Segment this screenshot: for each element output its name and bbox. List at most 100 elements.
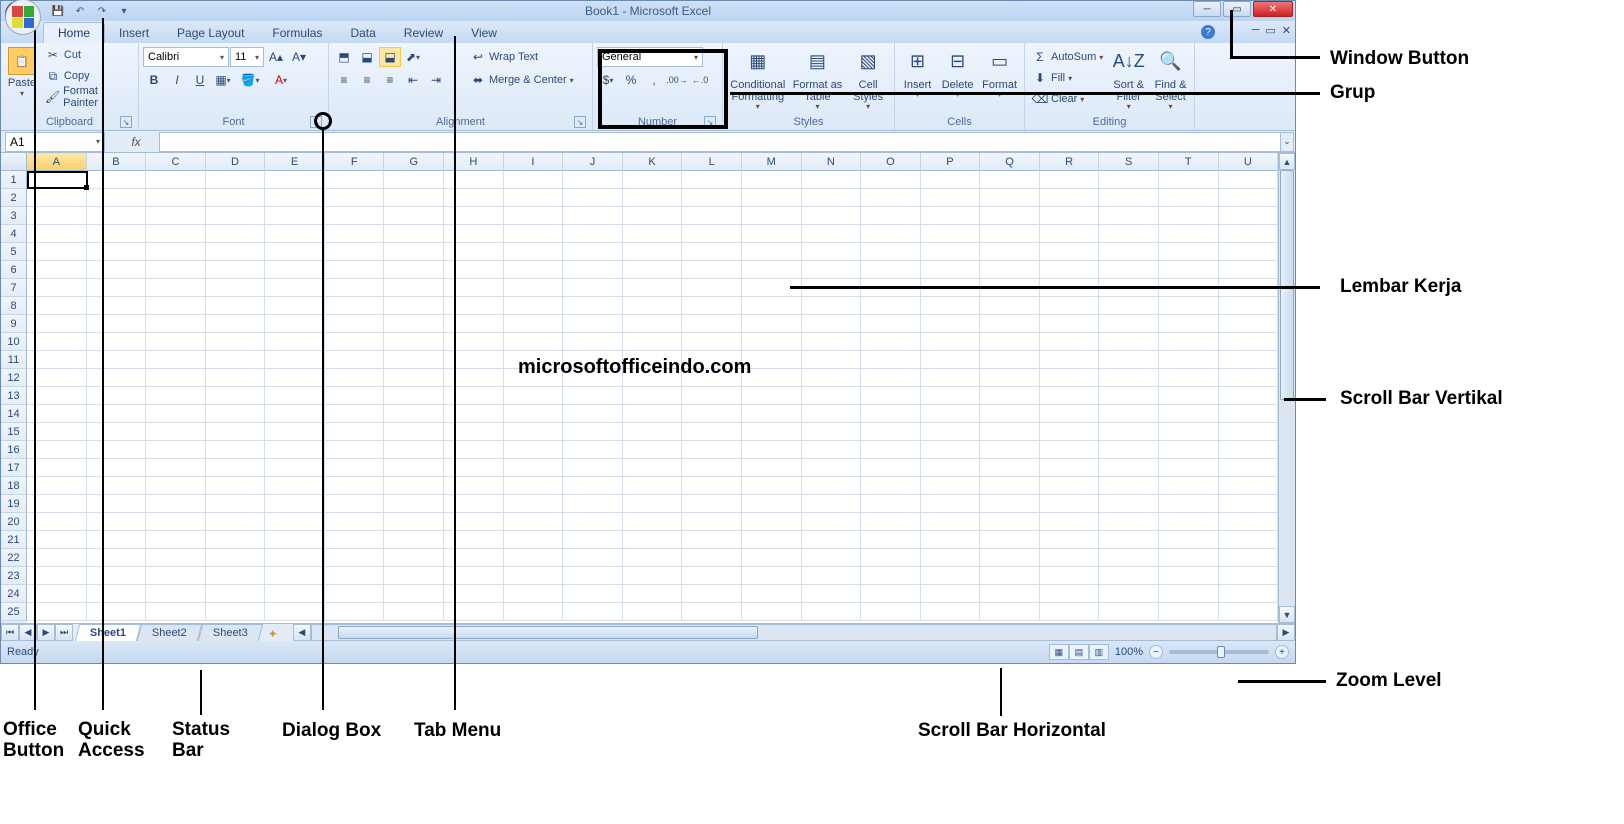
cell[interactable] bbox=[563, 495, 623, 513]
cell[interactable] bbox=[146, 603, 206, 621]
cell[interactable] bbox=[325, 387, 385, 405]
cell[interactable] bbox=[742, 531, 802, 549]
cell[interactable] bbox=[682, 387, 742, 405]
cell[interactable] bbox=[384, 441, 444, 459]
cell[interactable] bbox=[265, 315, 325, 333]
accounting-format[interactable]: $▾ bbox=[597, 70, 619, 90]
qat-undo[interactable]: ↶ bbox=[71, 3, 89, 19]
cell[interactable] bbox=[742, 459, 802, 477]
row-header[interactable]: 18 bbox=[1, 477, 27, 495]
cell[interactable] bbox=[682, 315, 742, 333]
cell[interactable] bbox=[623, 279, 683, 297]
cell[interactable] bbox=[1159, 171, 1219, 189]
cell[interactable] bbox=[1219, 225, 1278, 243]
doc-restore[interactable]: ▭ bbox=[1265, 24, 1275, 37]
cell[interactable] bbox=[861, 333, 921, 351]
cell[interactable] bbox=[1040, 585, 1100, 603]
cell[interactable] bbox=[325, 423, 385, 441]
cell[interactable] bbox=[146, 513, 206, 531]
cell[interactable] bbox=[504, 495, 564, 513]
cell[interactable] bbox=[802, 441, 862, 459]
fx-label[interactable]: fx bbox=[121, 135, 151, 149]
cell[interactable] bbox=[921, 495, 981, 513]
cell[interactable] bbox=[921, 243, 981, 261]
cell[interactable] bbox=[921, 531, 981, 549]
column-header[interactable]: H bbox=[444, 153, 504, 171]
cell[interactable] bbox=[1099, 171, 1159, 189]
cell[interactable] bbox=[444, 369, 504, 387]
cell[interactable] bbox=[504, 585, 564, 603]
cell[interactable] bbox=[861, 207, 921, 225]
sheet-tab-2[interactable]: Sheet2 bbox=[137, 624, 202, 641]
cell[interactable] bbox=[623, 315, 683, 333]
formula-bar[interactable] bbox=[159, 132, 1281, 152]
cell[interactable] bbox=[742, 387, 802, 405]
cell[interactable] bbox=[802, 585, 862, 603]
cell[interactable] bbox=[1099, 423, 1159, 441]
cell[interactable] bbox=[980, 243, 1040, 261]
cell[interactable] bbox=[265, 369, 325, 387]
zoom-in-button[interactable]: + bbox=[1275, 645, 1289, 659]
cell[interactable] bbox=[742, 405, 802, 423]
cell[interactable] bbox=[504, 189, 564, 207]
cell[interactable] bbox=[265, 207, 325, 225]
cell[interactable] bbox=[265, 585, 325, 603]
column-header[interactable]: F bbox=[325, 153, 385, 171]
row-header[interactable]: 6 bbox=[1, 261, 27, 279]
cell[interactable] bbox=[146, 387, 206, 405]
column-header[interactable]: I bbox=[504, 153, 564, 171]
cell[interactable] bbox=[980, 207, 1040, 225]
cell[interactable] bbox=[1040, 189, 1100, 207]
tab-review[interactable]: Review bbox=[390, 23, 457, 43]
italic-button[interactable]: I bbox=[166, 70, 188, 90]
cell[interactable] bbox=[682, 513, 742, 531]
bold-button[interactable]: B bbox=[143, 70, 165, 90]
next-sheet-button[interactable]: ▶ bbox=[37, 624, 55, 641]
cell[interactable] bbox=[623, 495, 683, 513]
cell[interactable] bbox=[980, 171, 1040, 189]
cell[interactable] bbox=[504, 261, 564, 279]
cell[interactable] bbox=[1219, 459, 1278, 477]
cell[interactable] bbox=[1219, 315, 1278, 333]
cell[interactable] bbox=[921, 207, 981, 225]
cell[interactable] bbox=[206, 207, 266, 225]
cell[interactable] bbox=[384, 351, 444, 369]
cell[interactable] bbox=[206, 495, 266, 513]
cell[interactable] bbox=[1219, 495, 1278, 513]
cell[interactable] bbox=[384, 189, 444, 207]
scroll-down-button[interactable]: ▼ bbox=[1279, 606, 1295, 623]
cell[interactable] bbox=[1219, 477, 1278, 495]
cell[interactable] bbox=[325, 261, 385, 279]
cell[interactable] bbox=[563, 333, 623, 351]
cell[interactable] bbox=[325, 189, 385, 207]
cell[interactable] bbox=[921, 351, 981, 369]
cell[interactable] bbox=[1099, 189, 1159, 207]
cell[interactable] bbox=[1040, 297, 1100, 315]
cell[interactable] bbox=[1040, 171, 1100, 189]
cell[interactable] bbox=[742, 513, 802, 531]
cell[interactable] bbox=[980, 387, 1040, 405]
cell[interactable] bbox=[384, 207, 444, 225]
cell[interactable] bbox=[861, 387, 921, 405]
cell[interactable] bbox=[265, 603, 325, 621]
cell[interactable] bbox=[921, 261, 981, 279]
cell[interactable] bbox=[1159, 567, 1219, 585]
cell[interactable] bbox=[265, 189, 325, 207]
cell-styles-button[interactable]: ▧Cell Styles▾ bbox=[846, 45, 890, 112]
cell[interactable] bbox=[325, 603, 385, 621]
cell[interactable] bbox=[1099, 369, 1159, 387]
office-button[interactable] bbox=[5, 0, 41, 35]
cell[interactable] bbox=[146, 333, 206, 351]
grow-font-button[interactable]: A▴ bbox=[265, 47, 287, 67]
row-header[interactable]: 8 bbox=[1, 297, 27, 315]
cell[interactable] bbox=[1219, 603, 1278, 621]
cell[interactable] bbox=[623, 531, 683, 549]
copy-button[interactable]: ⧉Copy bbox=[42, 66, 134, 86]
cell[interactable] bbox=[623, 243, 683, 261]
cell[interactable] bbox=[1099, 243, 1159, 261]
cell[interactable] bbox=[742, 585, 802, 603]
cell[interactable] bbox=[206, 279, 266, 297]
cell[interactable] bbox=[623, 207, 683, 225]
cell[interactable] bbox=[444, 261, 504, 279]
font-dialog-launcher[interactable]: ↘ bbox=[310, 116, 322, 128]
